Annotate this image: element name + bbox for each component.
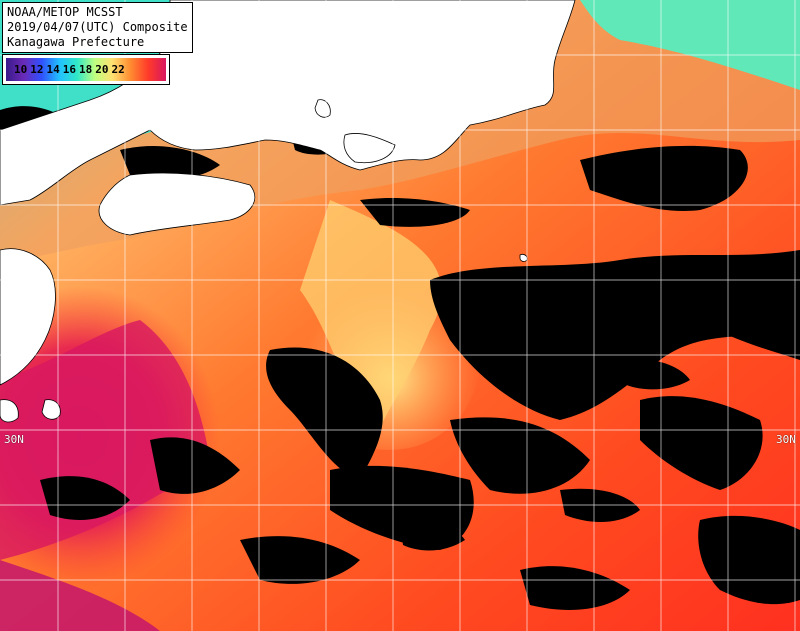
cold-water-northeast — [580, 0, 800, 90]
latitude-label-right: 30N — [776, 433, 796, 446]
legend-tick: 18 — [79, 63, 93, 76]
kyushu — [0, 248, 56, 386]
title-line-2: 2019/04/07(UTC) Composite — [7, 20, 188, 34]
honshu — [0, 0, 576, 206]
title-line-1: NOAA/METOP MCSST — [7, 5, 123, 19]
legend-tick: 10 — [14, 63, 28, 76]
land-masses — [0, 0, 576, 423]
warm-core-south — [0, 560, 160, 631]
kii-peninsula — [343, 133, 396, 164]
legend-tick: 14 — [46, 63, 60, 76]
legend-tick: 12 — [30, 63, 44, 76]
map-title-box: NOAA/METOP MCSST 2019/04/07(UTC) Composit… — [2, 2, 193, 53]
temperature-legend: 10 12 14 16 18 20 22 — [2, 54, 170, 85]
legend-tick: 22 — [111, 63, 125, 76]
tanegashima — [41, 399, 61, 420]
latitude-label-left: 30N — [4, 433, 24, 446]
title-line-3: Kanagawa Prefecture — [7, 35, 145, 49]
legend-color-bar: 10 12 14 16 18 20 22 — [6, 58, 166, 81]
small-island — [519, 253, 528, 262]
awaji-island — [314, 99, 331, 118]
legend-tick: 16 — [62, 63, 76, 76]
yakushima — [0, 399, 19, 423]
upwelling-tongue — [300, 200, 442, 450]
legend-tick: 20 — [95, 63, 109, 76]
